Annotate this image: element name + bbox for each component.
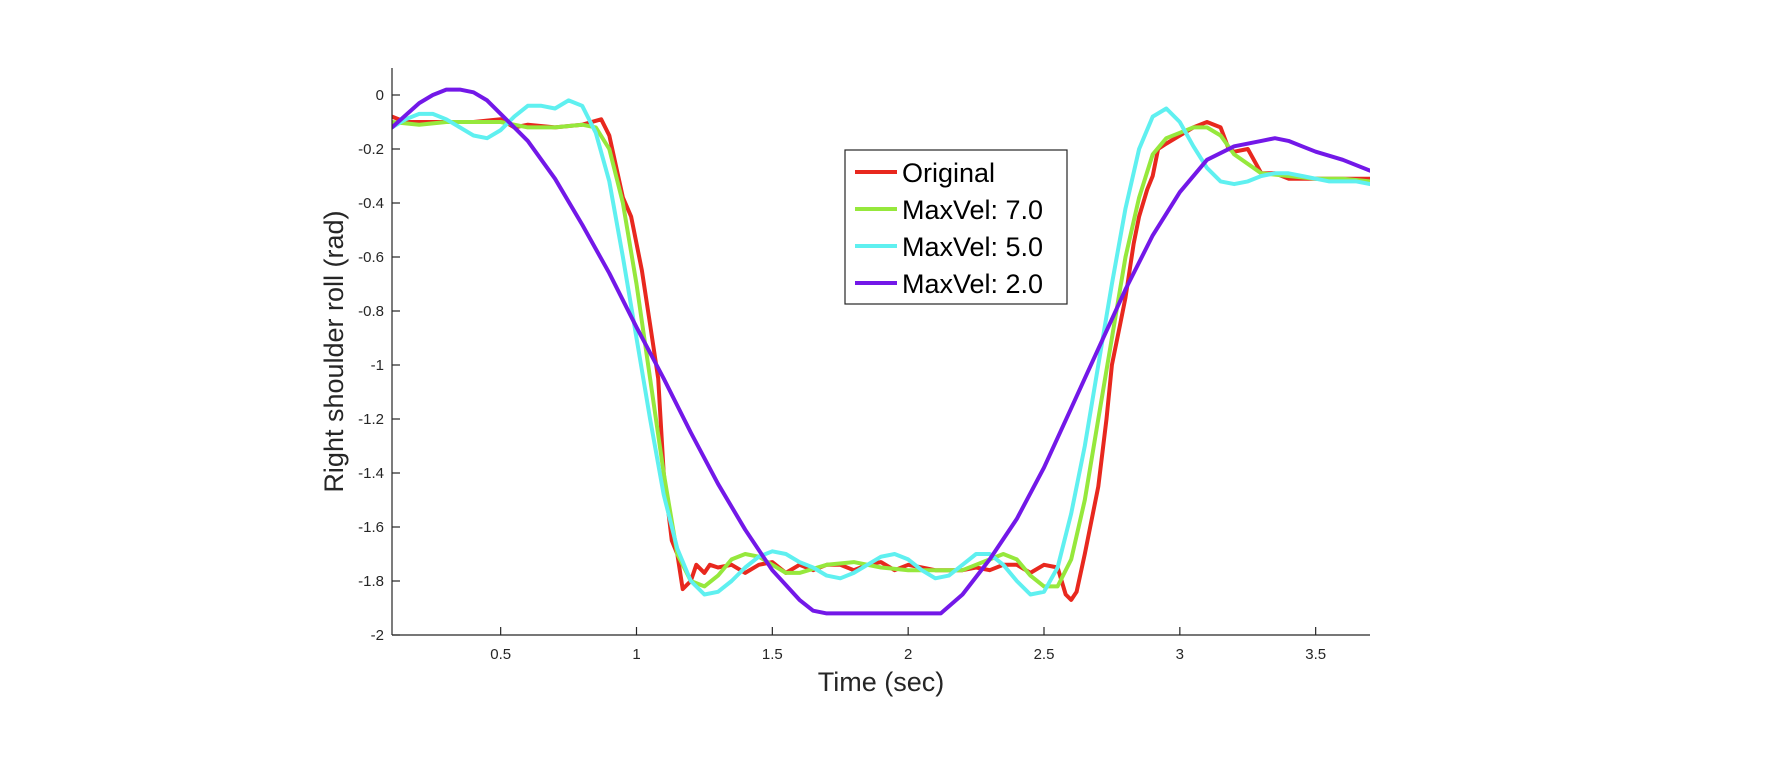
x-tick-label: 0.5 [490,646,511,663]
y-tick-label: -1.8 [358,573,384,590]
x-tick-label: 2 [904,646,912,663]
legend-label: Original [902,158,995,188]
y-tick-label: -0.2 [358,141,384,158]
y-tick-label: -0.6 [358,249,384,266]
x-tick-label: 3.5 [1305,646,1326,663]
series-line-1 [392,114,1370,602]
legend-label: MaxVel: 5.0 [902,232,1043,262]
x-tick-label: 3 [1176,646,1184,663]
axes: 0.5 1 1.5 2 2.5 3 3.5 0 -0.2 -0.4 -0.6 -0.8 -1 -1.2 -… [358,68,1370,663]
x-tick-label: 1 [632,646,640,663]
y-tick-label: -1.2 [358,411,384,428]
x-tick-label: 1.5 [762,646,783,663]
plot-area [392,87,1370,616]
x-ticks: 0.5 1 1.5 2 2.5 3 3.5 [490,627,1326,663]
x-axis-label: Time (sec) [818,667,945,697]
y-tick-label: -1.6 [358,519,384,536]
legend-label: MaxVel: 2.0 [902,269,1043,299]
y-ticks: 0 -0.2 -0.4 -0.6 -0.8 -1 -1.2 -1.4 -1.6 -1.8 -2 [358,87,400,644]
legend-box [844,149,1068,305]
y-tick-label: -1 [371,357,384,374]
x-tick-label: 2.5 [1034,646,1055,663]
y-tick-label: -0.4 [358,195,384,212]
y-axis-label: Right shoulder roll (rad) [319,210,349,492]
y-tick-label: -2 [371,627,384,644]
legend-label: MaxVel: 7.0 [902,195,1043,225]
series-line-4 [392,87,1370,616]
legend: Original MaxVel: 7.0 MaxVel: 5.0 MaxVel: 2.… [844,149,1068,305]
y-tick-label: -1.4 [358,465,384,482]
y-tick-label: 0 [376,87,384,104]
series-line-2 [392,120,1370,589]
legend-items: Original MaxVel: 7.0 MaxVel: 5.0 MaxVel: 2.… [855,158,1043,299]
y-tick-label: -0.8 [358,303,384,320]
series-line-3 [392,98,1370,597]
